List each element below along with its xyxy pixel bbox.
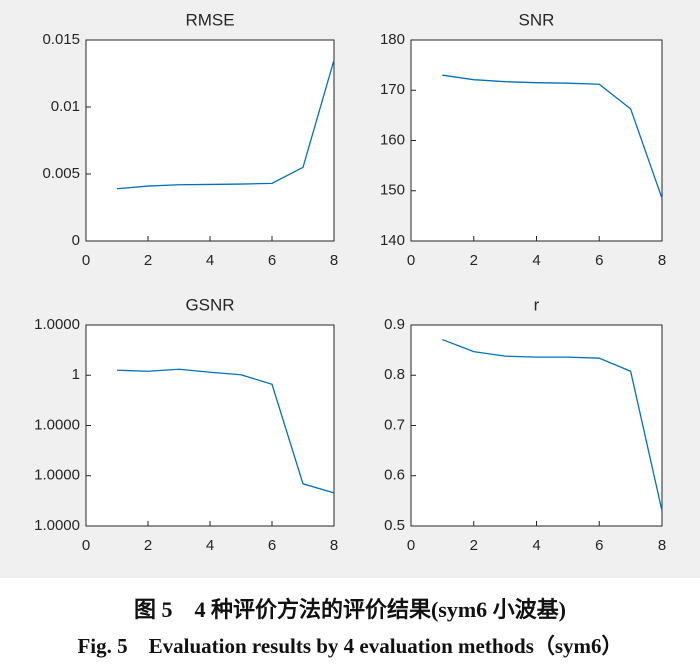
- y-tick-label: 150: [380, 182, 405, 199]
- data-line: [442, 74, 663, 199]
- data-line: [116, 59, 335, 190]
- y-tick-label: 1.0000: [34, 517, 80, 534]
- x-tick-label: 6: [268, 537, 276, 554]
- y-tick-label: 0.01: [51, 98, 80, 115]
- plot-title: SNR: [519, 10, 555, 29]
- x-tick-label: 8: [330, 252, 338, 269]
- y-tick-label: 0.7: [384, 416, 405, 433]
- y-tick-label: 1.0000: [34, 416, 80, 433]
- y-tick-label: 1.0000: [34, 467, 80, 484]
- y-tick-label: 1: [72, 366, 80, 383]
- plot-area: [85, 324, 335, 527]
- x-tick-label: 0: [407, 252, 415, 269]
- x-tick-label: 2: [470, 252, 478, 269]
- x-tick-label: 0: [82, 252, 90, 269]
- x-tick-label: 4: [532, 537, 540, 554]
- y-tick-label: 0.6: [384, 467, 405, 484]
- x-tick-label: 4: [532, 252, 540, 269]
- x-tick-label: 8: [658, 537, 666, 554]
- x-tick-label: 2: [470, 537, 478, 554]
- x-tick-label: 0: [407, 537, 415, 554]
- data-line: [442, 338, 663, 512]
- caption-zh: 图 5 4 种评价方法的评价结果(sym6 小波基): [133, 597, 567, 622]
- plot-title: r: [534, 295, 540, 314]
- y-tick-label: 170: [380, 81, 405, 98]
- x-tick-label: 4: [206, 252, 214, 269]
- plot-title: RMSE: [185, 10, 234, 29]
- x-tick-label: 2: [144, 537, 152, 554]
- y-tick-label: 0.005: [42, 165, 80, 182]
- plot-area: [410, 324, 663, 527]
- x-tick-label: 4: [206, 537, 214, 554]
- y-tick-label: 0.9: [384, 316, 405, 333]
- y-tick-label: 180: [380, 31, 405, 48]
- y-tick-label: 0: [72, 232, 80, 249]
- caption-en: Fig. 5 Evaluation results by 4 evaluatio…: [77, 634, 623, 658]
- x-tick-label: 0: [82, 537, 90, 554]
- y-tick-label: 160: [380, 131, 405, 148]
- plot-area: [410, 39, 663, 242]
- y-tick-label: 1.0000: [34, 316, 80, 333]
- x-tick-label: 8: [658, 252, 666, 269]
- x-tick-label: 2: [144, 252, 152, 269]
- y-tick-label: 0.8: [384, 366, 405, 383]
- y-tick-label: 140: [380, 232, 405, 249]
- x-tick-label: 6: [595, 537, 603, 554]
- plot-area: [85, 39, 335, 242]
- x-tick-label: 6: [595, 252, 603, 269]
- x-tick-label: 6: [268, 252, 276, 269]
- y-tick-label: 0.015: [42, 31, 80, 48]
- x-tick-label: 8: [330, 537, 338, 554]
- y-tick-label: 0.5: [384, 517, 405, 534]
- plot-title: GSNR: [185, 295, 234, 314]
- data-line: [116, 368, 335, 494]
